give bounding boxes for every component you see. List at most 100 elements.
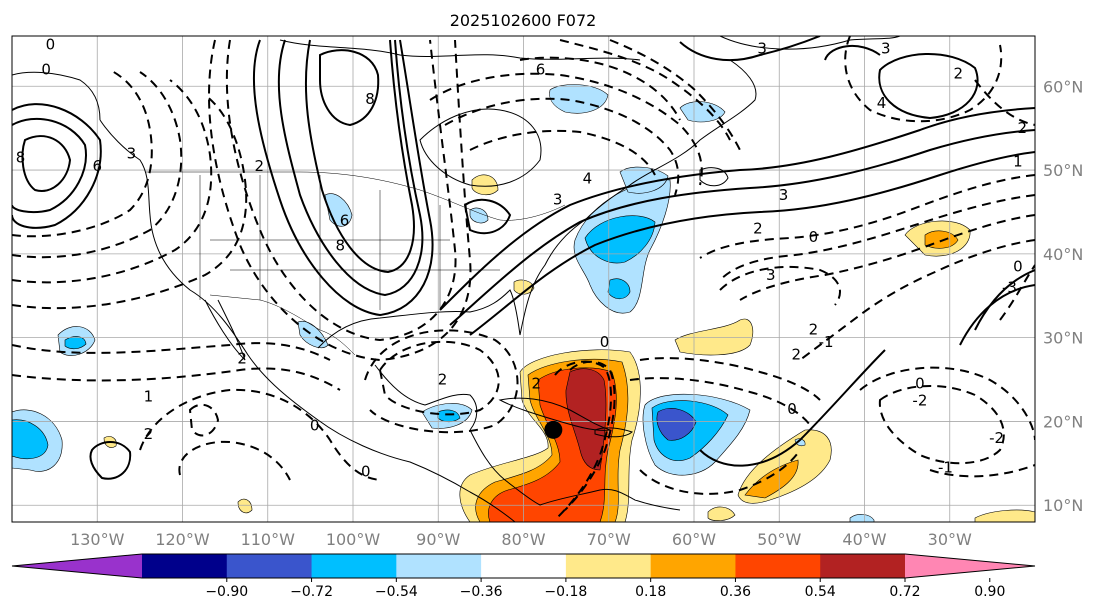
north-america-west-coast (99, 119, 516, 522)
lat-label-4: 20°N (1043, 412, 1083, 431)
contour-label-text-35: -1 (938, 459, 953, 477)
contour-dashed-north-1 (559, 39, 731, 141)
positive-anomaly-bermuda (674, 318, 753, 356)
contour-label-text-11: 3 (553, 190, 563, 208)
lon-label-0: 130°W (70, 530, 125, 549)
lon-label-6: 70°W (587, 530, 631, 549)
contour-dashed-gulf-low-2 (364, 329, 519, 434)
contour-label-text-39: 2 (954, 65, 964, 83)
contour-label-39: 2 (954, 65, 964, 83)
positive-anomaly-far-southeast (974, 509, 1035, 522)
newfoundland (699, 167, 729, 187)
contour-label-text-4: 3 (127, 144, 137, 162)
alaska-coast (12, 71, 101, 121)
colorbar-tick-label-4: −0.18 (544, 584, 587, 600)
contour-label-text-28: 0 (310, 417, 320, 435)
lon-label-2: 110°W (241, 530, 296, 549)
colorbar-tick-label-7: 0.54 (805, 584, 836, 600)
lat-label-5: 10°N (1043, 496, 1083, 515)
contour-solid-tropical (699, 349, 886, 467)
positive-anomaly-southeast (707, 506, 736, 521)
colorbar-segment-6 (650, 554, 736, 578)
contour-label-text-1: 0 (41, 61, 51, 79)
contour-label-34: -2 (989, 429, 1004, 447)
contour-label-text-22: 1 (1013, 153, 1023, 171)
contour-label-text-20: 3 (881, 40, 891, 58)
contour-dashed-east-tropics-3 (929, 464, 1035, 478)
contour-solid-lakes (463, 198, 512, 235)
contour-dashed-subtropic (12, 342, 331, 361)
lon-label-10: 30°W (928, 530, 972, 549)
colorbar-tick-label-2: −0.54 (375, 584, 418, 600)
colorbar-segment-3 (396, 554, 482, 578)
lon-label-1: 120°W (155, 530, 210, 549)
negative-anomaly-baffin (679, 101, 726, 123)
colorbar-tick-label-3: −0.36 (460, 584, 503, 600)
contour-dashed-canada (429, 72, 703, 186)
contour-solid-north (679, 36, 821, 62)
contour-dashed-mexico-3 (188, 403, 220, 437)
lon-label-3: 100°W (326, 530, 381, 549)
contour-label-text-16: 2 (809, 320, 819, 338)
canada-east-coast (629, 59, 757, 186)
hudson-bay (419, 108, 542, 187)
contour-dashed-mexico-2 (178, 440, 291, 481)
contour-label-text-9: 6 (536, 61, 546, 79)
contour-label-3: 6 (92, 157, 102, 175)
contour-label-text-31: 0 (787, 400, 797, 418)
lon-label-4: 90°W (416, 530, 460, 549)
contour-dashed-pacific-2 (12, 71, 183, 259)
contour-dashed-east-tropics (878, 385, 1005, 465)
contour-label-23: 0 (600, 333, 610, 351)
south-america-coast (539, 488, 681, 511)
lat-label-2: 40°N (1043, 245, 1083, 264)
contour-solid-ridge (319, 49, 380, 127)
greenland (719, 36, 901, 50)
figure-title: 2025102600 F072 (450, 11, 597, 30)
contour-solid-jet-2 (449, 129, 1035, 326)
contour-label-2: 8 (16, 149, 26, 167)
contour-label-text-0: 0 (46, 35, 56, 53)
contour-label-30: 2 (532, 375, 542, 393)
contour-label-0: 0 (46, 35, 56, 53)
contour-label-text-15: 3 (766, 266, 776, 284)
positive-anomaly-east-atlantic-orange (744, 459, 799, 499)
contour-dashed-trough-inner-2 (208, 39, 472, 362)
contour-label-27: 2 (237, 350, 247, 368)
contour-solid-jet-1 (439, 107, 1035, 311)
lat-label-3: 30°N (1043, 329, 1083, 348)
positive-anomaly-lakes (471, 174, 499, 196)
lat-label-1: 50°N (1043, 161, 1083, 180)
contour-label-6: 6 (340, 211, 350, 229)
colorbar-outline (11, 553, 1036, 579)
colorbar-extend-min (12, 554, 142, 578)
contour-label-text-2: 8 (16, 149, 26, 167)
contour-dashed-far-northeast (974, 79, 1035, 126)
contour-label-26: 2 (144, 425, 154, 443)
central-america (469, 429, 541, 506)
contour-label-text-26: 2 (144, 425, 154, 443)
colorbar-segment-7 (735, 554, 821, 578)
contour-dashed-atlantic-4 (799, 239, 1035, 361)
contour-label-text-24: 2 (438, 371, 448, 389)
contour-label-text-14: 0 (809, 228, 819, 246)
marker-layer (544, 420, 563, 439)
contour-label-20: 3 (881, 40, 891, 58)
positive-anomaly-gulf (513, 279, 535, 295)
contour-dashed-tropical-east (639, 449, 801, 495)
negative-anomaly-newengland-inner (584, 215, 656, 264)
contour-dashed-canada-3 (469, 129, 656, 176)
contour-label-17: 2 (792, 345, 802, 363)
colorbar: −0.90 −0.72 −0.54 −0.36 −0.18 0.18 0.36 0.54 0.7… (11, 553, 1036, 600)
contour-label-29: 0 (361, 463, 371, 481)
contour-label-text-27: 2 (237, 350, 247, 368)
contour-solid-east-atlantic (974, 269, 1035, 331)
contour-label-text-21: 4 (877, 94, 887, 112)
contour-dashed-pacific-3 (12, 79, 213, 284)
contour-label-text-8: 8 (365, 90, 375, 108)
contour-dashed-gulf-low (378, 340, 500, 416)
contour-label-12: 3 (779, 186, 789, 204)
contour-solid-pacific-south (89, 441, 132, 480)
